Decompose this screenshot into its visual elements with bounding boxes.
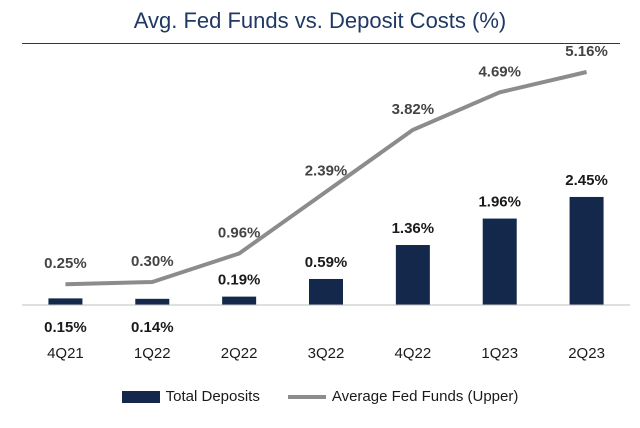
bars-layer — [48, 196, 604, 305]
bar-label-4Q21: 0.15% — [44, 319, 87, 336]
x-tick-3Q22: 3Q22 — [308, 345, 345, 362]
x-tick-4Q21: 4Q21 — [47, 345, 84, 362]
line-label-2Q23: 5.16% — [565, 43, 608, 60]
bar-1Q23 — [482, 218, 517, 305]
legend-swatch-bar — [121, 390, 160, 403]
line-label-3Q22: 2.39% — [305, 163, 348, 180]
legend-swatch-line — [287, 394, 326, 399]
chart-plot: 0.25% 0.30% 0.96% 2.39% 3.82% 4.69% 5.16% 0.15%… — [22, 43, 630, 362]
x-tick-1Q23: 1Q23 — [481, 345, 518, 362]
bar-2Q22 — [222, 296, 257, 305]
x-tick-2Q23: 2Q23 — [568, 345, 605, 362]
x-tick-4Q22: 4Q22 — [395, 345, 432, 362]
line-label-1Q23: 4.69% — [478, 63, 521, 80]
legend-item-total-deposits: Total Deposits — [121, 388, 260, 405]
x-tick-2Q22: 2Q22 — [221, 345, 258, 362]
chart-legend: Total Deposits Average Fed Funds (Upper) — [0, 388, 640, 405]
bar-label-2Q22: 0.19% — [218, 272, 261, 289]
bar-3Q22 — [309, 278, 343, 305]
bar-label-3Q22: 0.59% — [305, 254, 348, 271]
bar-label-4Q22: 1.36% — [392, 220, 435, 237]
line-label-2Q22: 0.96% — [218, 225, 261, 242]
bar-label-1Q22: 0.14% — [131, 319, 174, 336]
legend-label-total-deposits: Total Deposits — [165, 388, 260, 405]
legend-label-fed-funds: Average Fed Funds (Upper) — [331, 388, 519, 405]
legend-item-fed-funds: Average Fed Funds (Upper) — [287, 388, 519, 405]
bar-4Q22 — [395, 245, 430, 305]
bar-label-2Q23: 2.45% — [565, 172, 608, 189]
line-label-4Q22: 3.82% — [392, 101, 435, 118]
x-tick-1Q22: 1Q22 — [134, 345, 171, 362]
title-divider — [22, 43, 620, 44]
line-label-1Q22: 0.30% — [131, 253, 174, 270]
bar-label-1Q23: 1.96% — [478, 194, 521, 211]
labels-layer: 0.25% 0.30% 0.96% 2.39% 3.82% 4.69% 5.16% 0.15%… — [44, 43, 608, 362]
bar-2Q23 — [569, 196, 604, 305]
line-label-4Q21: 0.25% — [44, 255, 87, 272]
bar-1Q22 — [135, 298, 170, 305]
bar-4Q21 — [48, 298, 83, 305]
line-layer — [65, 70, 588, 287]
chart-title: Avg. Fed Funds vs. Deposit Costs (%) — [133, 8, 507, 33]
